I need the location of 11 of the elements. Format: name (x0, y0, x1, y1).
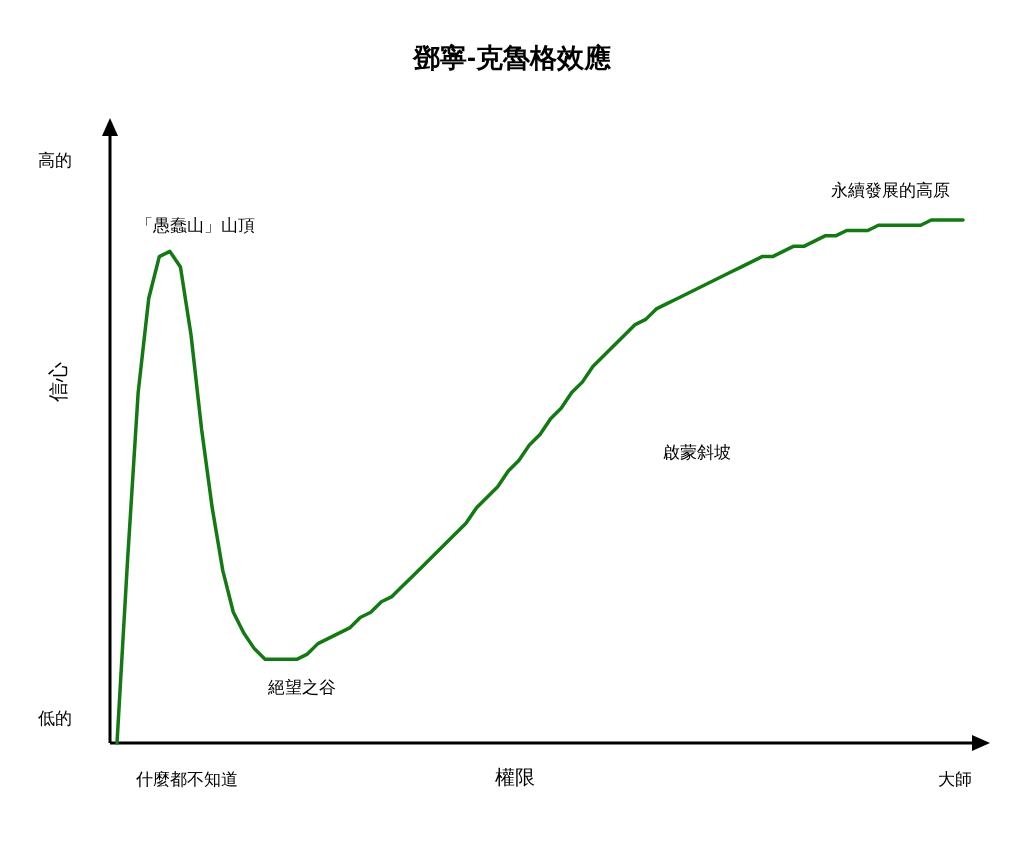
y-axis-title: 信心 (47, 362, 69, 402)
text: 低的 (38, 708, 72, 728)
text: 永續發展的高原 (830, 180, 950, 200)
x-axis-title: 權限 (495, 766, 535, 788)
annotation: 絕望之谷 (267, 677, 336, 697)
text: 大師 (938, 769, 972, 789)
annotation: 啟蒙斜坡 (663, 442, 731, 462)
text: 什麼都不知道 (135, 769, 238, 789)
annotation: 「愚蠢山」山頂 (135, 215, 255, 235)
chart-title: 鄧寧-克魯格效應 (412, 43, 612, 73)
text: 高的 (38, 150, 72, 170)
